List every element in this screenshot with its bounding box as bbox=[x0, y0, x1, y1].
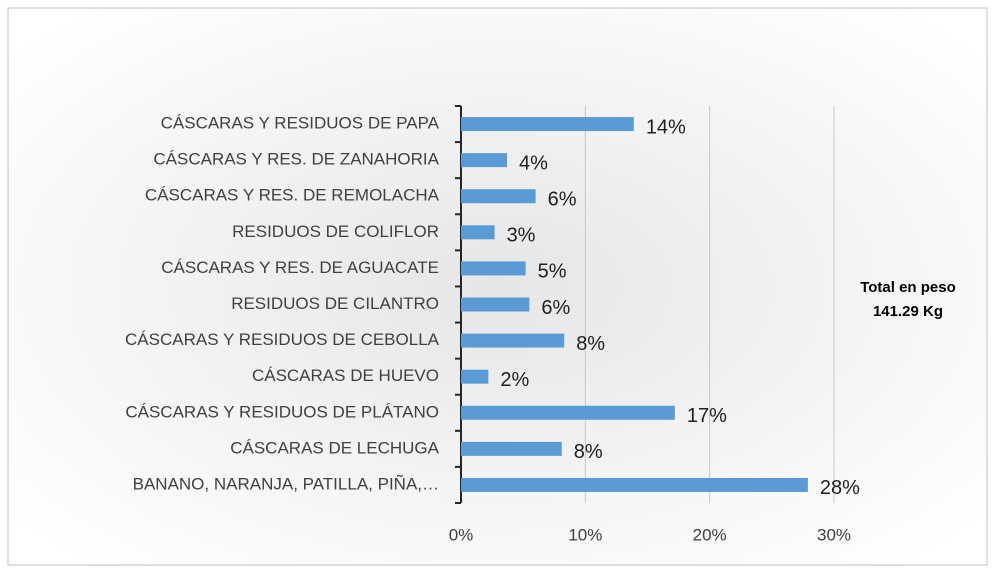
value-label: 28% bbox=[820, 477, 860, 499]
y-tick-label: CÁSCARAS Y RES. DE AGUACATE bbox=[161, 258, 439, 277]
bar bbox=[461, 477, 808, 492]
y-tick-label: RESIDUOS DE CILANTRO bbox=[231, 294, 439, 313]
value-label: 8% bbox=[574, 441, 603, 463]
bar bbox=[461, 333, 565, 348]
chart-frame bbox=[7, 7, 988, 566]
y-tick-label: CÁSCARAS Y RESIDUOS DE PLÁTANO bbox=[125, 402, 439, 421]
value-label: 6% bbox=[548, 189, 577, 211]
annotation: Total en peso bbox=[860, 279, 956, 296]
x-tick-label: 0% bbox=[449, 525, 474, 544]
value-label: 17% bbox=[687, 405, 727, 427]
y-tick-label: CÁSCARAS DE LECHUGA bbox=[230, 438, 439, 457]
y-tick-label: CÁSCARAS Y RESIDUOS DE CEBOLLA bbox=[125, 330, 440, 349]
value-label: 3% bbox=[507, 225, 536, 247]
x-tick-label: 30% bbox=[817, 525, 851, 544]
value-label: 2% bbox=[500, 369, 529, 391]
bar bbox=[461, 441, 562, 456]
y-tick-label: BANANO, NARANJA, PATILLA, PIÑA,… bbox=[133, 474, 439, 493]
y-tick-label: CÁSCARAS Y RESIDUOS DE PAPA bbox=[161, 114, 440, 133]
value-label: 6% bbox=[541, 297, 570, 319]
bar bbox=[461, 189, 536, 204]
x-tick-label: 20% bbox=[693, 525, 727, 544]
bar bbox=[461, 225, 495, 240]
y-tick-label: RESIDUOS DE COLIFLOR bbox=[232, 222, 439, 241]
x-tick-label: 10% bbox=[568, 525, 602, 544]
value-label: 14% bbox=[646, 116, 686, 138]
annotation: 141.29 Kg bbox=[873, 303, 943, 320]
bar bbox=[461, 117, 634, 132]
bar bbox=[461, 153, 508, 168]
bar bbox=[461, 405, 675, 420]
bar bbox=[461, 261, 526, 276]
y-tick-label: CÁSCARAS DE HUEVO bbox=[252, 366, 439, 385]
y-tick-label: CÁSCARAS Y RES. DE REMOLACHA bbox=[145, 186, 440, 205]
y-tick-label: CÁSCARAS Y RES. DE ZANAHORIA bbox=[153, 150, 439, 169]
value-label: 4% bbox=[519, 152, 548, 174]
bar bbox=[461, 369, 489, 384]
value-label: 8% bbox=[576, 333, 605, 355]
bar bbox=[461, 297, 530, 312]
value-label: 5% bbox=[538, 261, 567, 283]
